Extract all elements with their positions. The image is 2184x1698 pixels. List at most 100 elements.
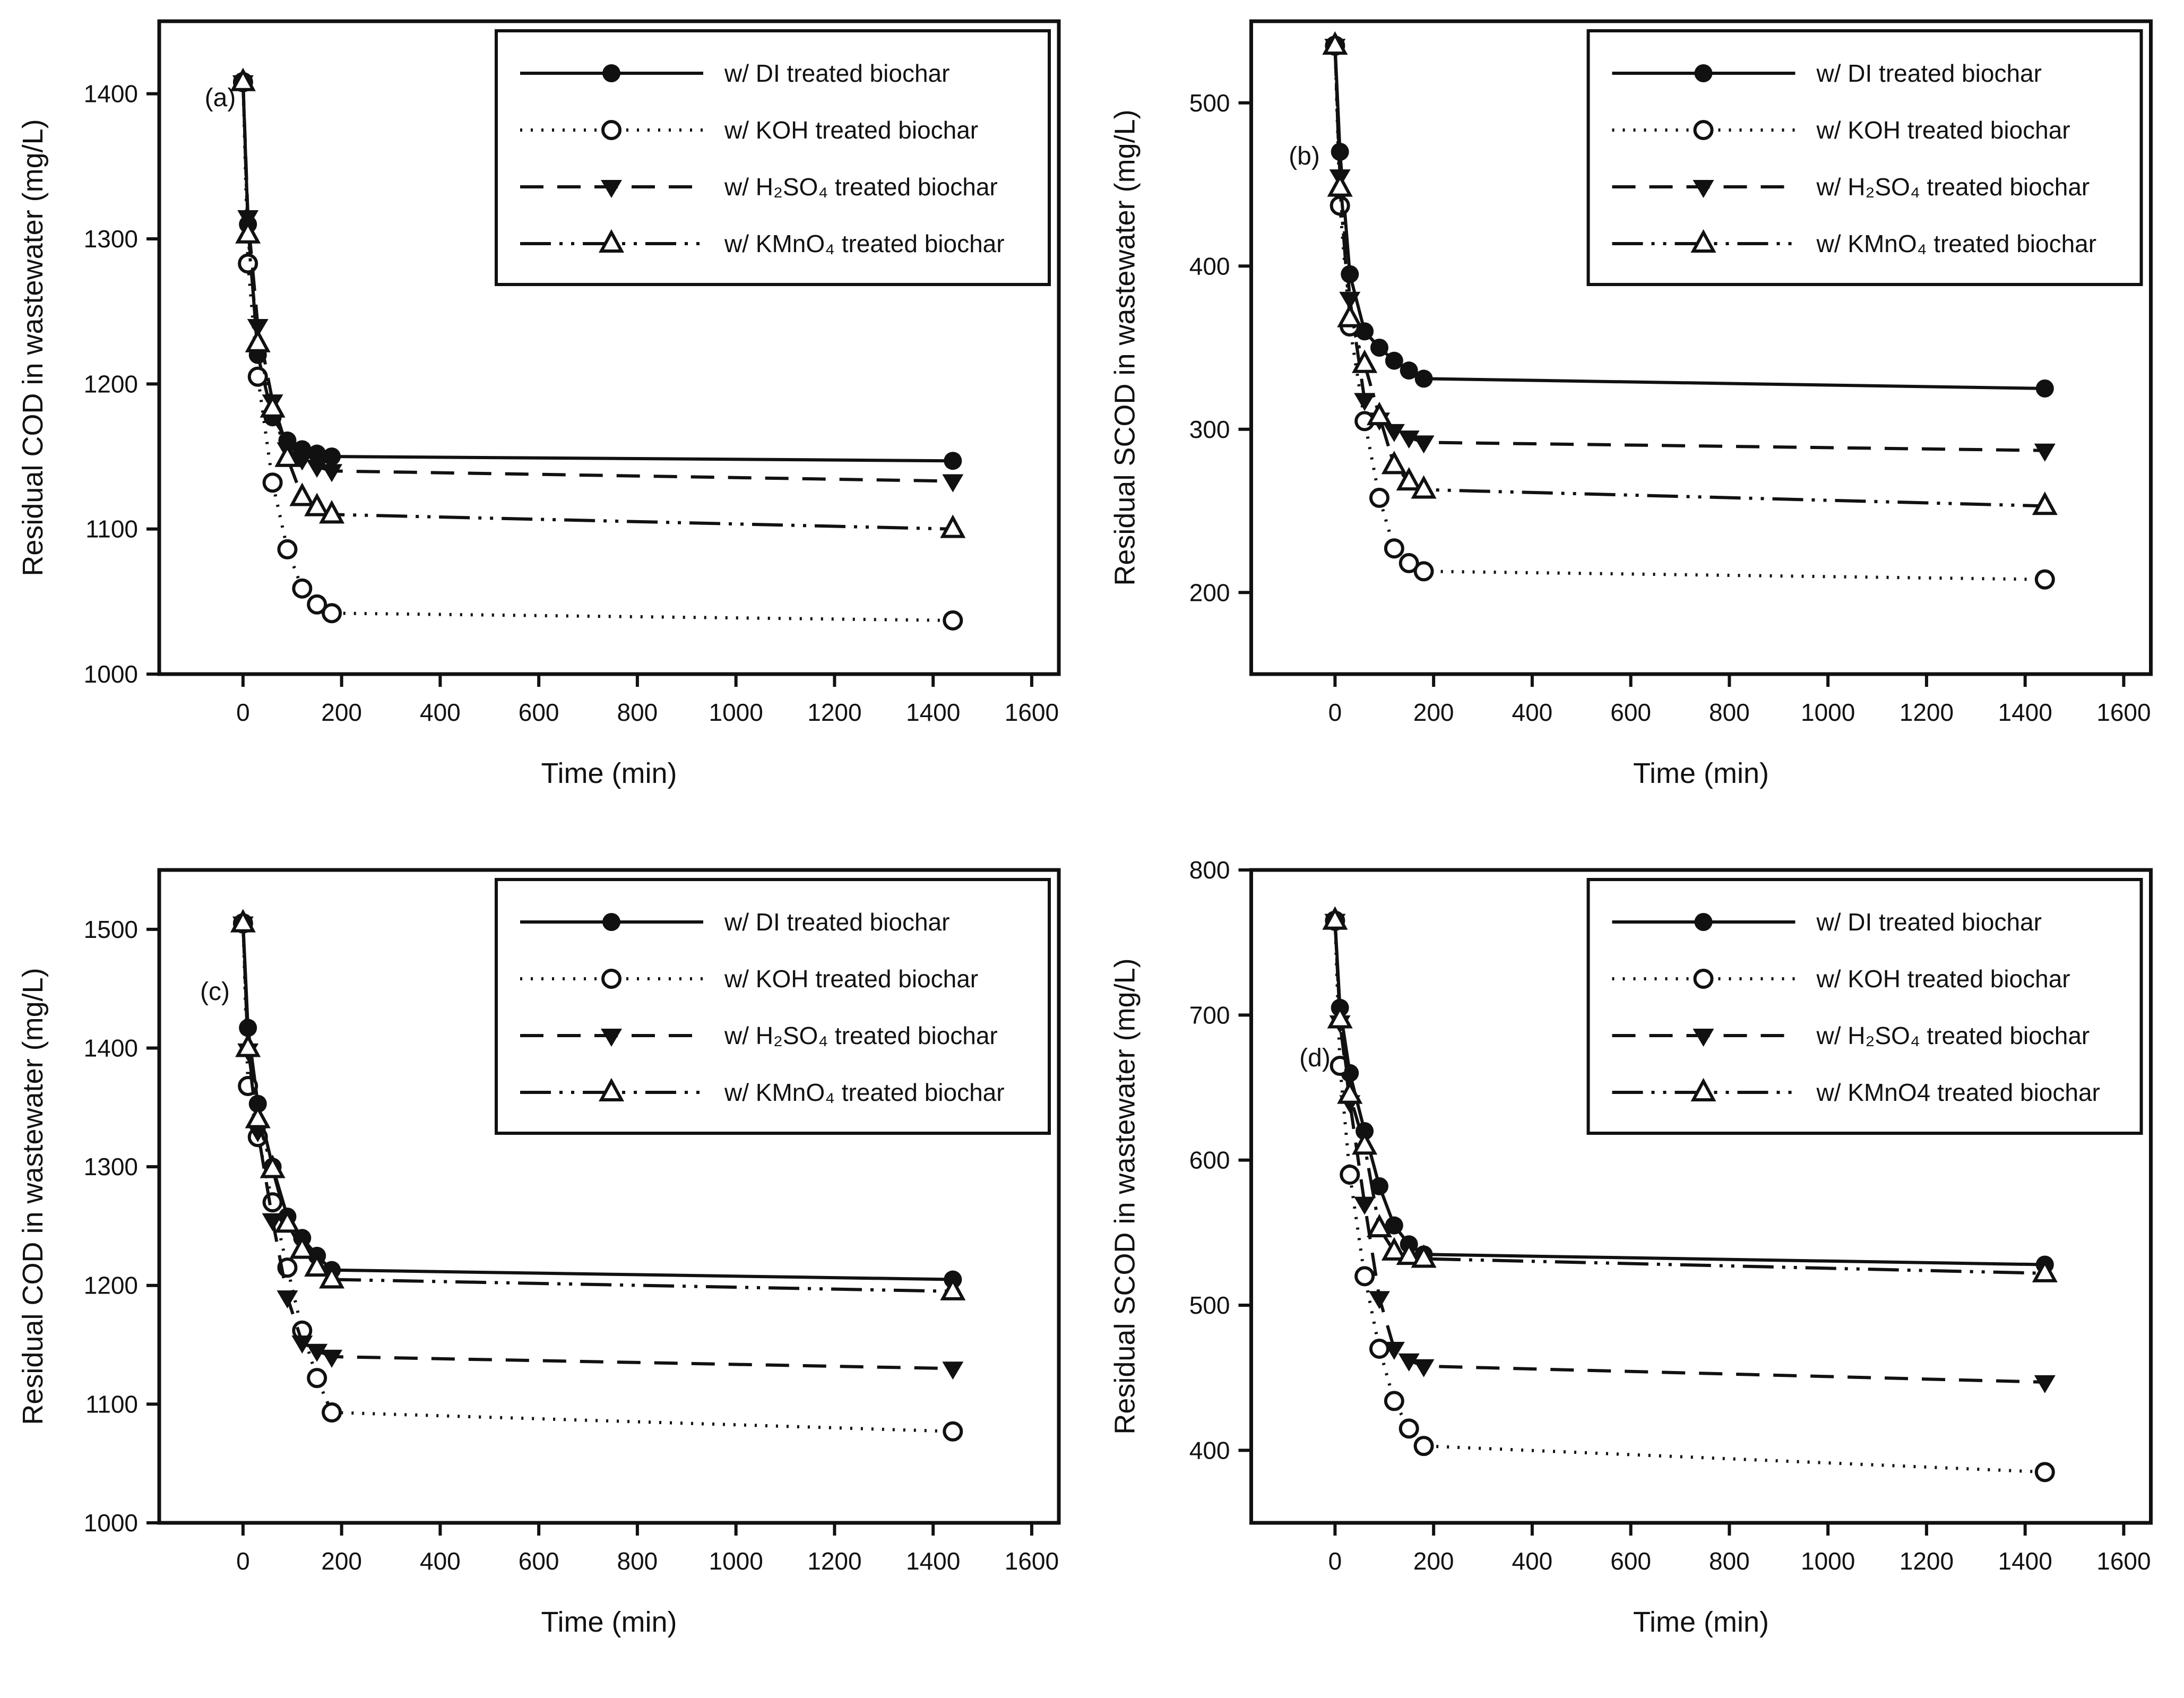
x-tick-label: 1200 — [807, 1547, 861, 1575]
data-point-marker — [1327, 1005, 1353, 1029]
x-axis: 0 200 400 600 800 1000 1200 1400 1600 — [236, 1523, 1059, 1575]
legend-label: w/ KOH treated biochar — [1816, 965, 2070, 993]
legend-marker — [602, 913, 620, 931]
x-axis-title: Time (min) — [541, 757, 677, 789]
data-point-marker — [323, 447, 341, 466]
panel-b: 0 200 400 600 800 1000 1200 1400 1600 200 300 400 50… — [1092, 0, 2184, 849]
x-tick-label: 200 — [1413, 1547, 1454, 1575]
series-3 — [1322, 906, 2058, 1282]
data-point-marker — [321, 464, 343, 482]
legend-label: w/ KOH treated biochar — [724, 116, 978, 144]
data-point-marker — [260, 394, 286, 418]
y-tick-label: 1200 — [84, 1272, 138, 1299]
data-point-marker — [1337, 1080, 1363, 1104]
data-point-marker — [322, 603, 342, 624]
data-point-marker — [1381, 451, 1407, 475]
y-tick-label: 300 — [1189, 416, 1230, 443]
x-tick-label: 1000 — [1801, 699, 1855, 726]
data-point-marker — [1413, 1436, 1434, 1456]
x-axis: 0 200 400 600 800 1000 1200 1400 1600 — [236, 674, 1059, 726]
plot-frame — [1249, 868, 2153, 1525]
y-tick-label: 1300 — [84, 1153, 138, 1180]
legend-label: w/ DI treated biochar — [724, 908, 949, 936]
series-3 — [1322, 31, 2058, 515]
x-axis-title: Time (min) — [1633, 757, 1769, 789]
x-tick-label: 1600 — [1005, 1547, 1059, 1575]
data-point-marker — [1384, 538, 1404, 559]
legend-marker — [1694, 64, 1713, 82]
y-tick-label: 1100 — [85, 1390, 138, 1418]
data-point-marker — [1354, 1196, 1376, 1215]
data-point-marker — [247, 1124, 269, 1142]
y-axis: 1000 1100 1200 1300 1400 — [84, 80, 159, 688]
x-axis-title: Time (min) — [541, 1606, 677, 1638]
legend-marker — [601, 969, 621, 989]
data-point-marker — [942, 474, 964, 493]
data-point-marker — [248, 1094, 267, 1113]
data-point-marker — [1398, 430, 1420, 449]
data-point-marker — [1413, 561, 1434, 582]
series-3 — [230, 909, 966, 1300]
legend-marker — [601, 180, 622, 198]
y-axis-title: Residual SCOD in wastewater (mg/L) — [1109, 109, 1141, 585]
data-point-marker — [1322, 31, 1348, 55]
data-point-marker — [1331, 143, 1349, 161]
x-tick-label: 0 — [236, 1547, 250, 1575]
data-point-marker — [262, 472, 283, 493]
data-point-marker — [2034, 569, 2055, 590]
data-point-marker — [1370, 1177, 1388, 1195]
data-point-marker — [2032, 1259, 2058, 1282]
panel-d: 0 200 400 600 800 1000 1200 1400 1600 400 500 600 70… — [1092, 849, 2184, 1698]
y-tick-label: 1100 — [85, 515, 138, 543]
data-point-marker — [944, 452, 962, 470]
x-tick-label: 1200 — [1900, 1547, 1954, 1575]
x-tick-label: 1400 — [1998, 699, 2052, 726]
y-axis-title: Residual COD in wastewater (mg/L) — [17, 968, 49, 1425]
legend-label: w/ KOH treated biochar — [1816, 116, 2070, 144]
legend-marker — [598, 229, 625, 253]
data-point-marker — [1383, 424, 1405, 442]
legend-marker — [601, 1029, 622, 1047]
legend-label: w/ DI treated biochar — [1816, 908, 2042, 936]
y-tick-label: 1400 — [84, 80, 138, 108]
x-tick-label: 800 — [617, 1547, 658, 1575]
data-point-marker — [1414, 369, 1433, 388]
data-point-marker — [1385, 351, 1403, 370]
data-point-marker — [942, 1361, 964, 1380]
x-tick-label: 1000 — [1801, 1547, 1855, 1575]
y-axis-title: Residual COD in wastewater (mg/L) — [17, 119, 49, 576]
data-point-marker — [1396, 467, 1422, 491]
data-point-marker — [230, 67, 256, 91]
y-tick-label: 200 — [1189, 579, 1230, 606]
x-tick-label: 0 — [236, 699, 250, 726]
series-1 — [232, 72, 963, 631]
legend: w/ DI treated biochar w/ KOH treated bioc… — [1586, 29, 2143, 286]
legend-label: w/ KMnO4 treated biochar — [1816, 1079, 2100, 1106]
data-point-marker — [319, 500, 345, 524]
data-point-marker — [319, 1265, 345, 1289]
y-tick-label: 500 — [1189, 1291, 1230, 1319]
data-point-marker — [2034, 1462, 2055, 1482]
panel-tag: (d) — [1299, 1044, 1331, 1072]
data-point-marker — [289, 1235, 315, 1259]
legend: w/ DI treated biochar w/ KOH treated bioc… — [1586, 878, 2143, 1135]
y-tick-label: 1000 — [84, 1509, 138, 1537]
data-point-marker — [307, 594, 327, 615]
legend-label: w/ H₂SO₄ treated biochar — [724, 1022, 998, 1049]
data-point-marker — [1354, 1266, 1375, 1287]
y-tick-label: 400 — [1189, 252, 1230, 280]
data-point-marker — [289, 482, 315, 506]
legend-marker — [602, 64, 620, 82]
x-tick-label: 0 — [1328, 1547, 1342, 1575]
x-tick-label: 1000 — [709, 699, 763, 726]
x-tick-label: 800 — [1709, 699, 1750, 726]
legend-label: w/ DI treated biochar — [724, 59, 949, 87]
data-point-marker — [1366, 1213, 1393, 1238]
data-point-marker — [1322, 906, 1348, 930]
data-point-marker — [1384, 1391, 1404, 1411]
plot-frame — [157, 868, 1061, 1525]
data-point-marker — [1396, 1241, 1422, 1265]
x-tick-label: 1200 — [807, 699, 861, 726]
x-tick-label: 1200 — [1900, 699, 1954, 726]
